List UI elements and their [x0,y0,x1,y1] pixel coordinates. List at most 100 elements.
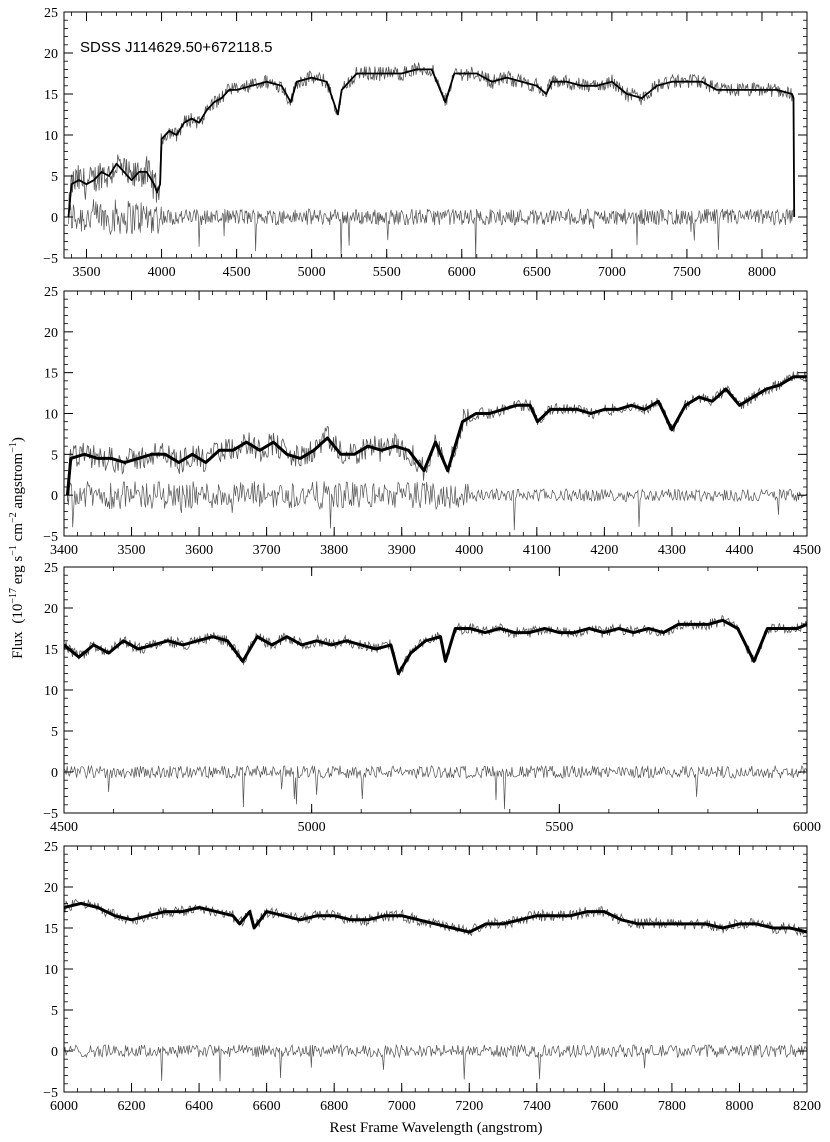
panel-frame [63,845,808,1093]
ylabel-exp2: −1 [8,545,19,556]
x-tick-label: 3400 [50,543,78,558]
ylabel-cm: cm [10,523,26,545]
y-tick-label: 10 [44,408,58,423]
model-fit-line [65,375,807,496]
y-axis-label: Flux (10−17 erg s−1 cm−2 angstrom−1) [8,437,26,659]
y-tick-label: 0 [51,489,58,504]
x-tick-label: 3700 [253,543,281,558]
x-tick-label: 7500 [673,265,701,280]
y-tick-label: 15 [44,88,58,103]
observed-spectrum-line [64,898,807,937]
x-tick-label: 7600 [590,1099,618,1114]
x-tick-label: 6600 [253,1099,281,1114]
x-tick-label: 3500 [73,265,101,280]
y-tick-label: 20 [44,47,58,62]
ylabel-exp4: −1 [8,442,19,453]
ylabel-exp3: −2 [8,512,19,523]
y-tick-label: 25 [44,840,58,855]
panel-1: 3500 4000 4500 5000 5500 6000 6500 7000 7500 8000… [43,6,808,280]
y-tick-label: 5 [51,448,58,463]
x-tick-label: 4000 [455,543,483,558]
x-tick-label: 6000 [793,820,821,835]
y-tick-label: 25 [44,285,58,300]
x-tick-label: 4500 [793,543,821,558]
y-tick-label: 0 [51,211,58,226]
x-tick-label: 4500 [50,820,78,835]
ylabel-erg: erg s [10,556,26,588]
y-tick-label: 0 [51,766,58,781]
model-fit-line [64,618,807,676]
x-tick-label: 6800 [320,1099,348,1114]
x-tick-label: 3800 [320,543,348,558]
residual-spectrum-line [67,481,807,531]
y-tick-label: −5 [43,252,58,267]
panel-2: 3400 3500 3600 3700 3800 3900 4000 4100 4200 4300… [43,285,821,558]
y-tick-label: 20 [44,326,58,341]
x-axis-label: Rest Frame Wavelength (angstrom) [329,1120,542,1136]
model-fit-line [67,68,796,218]
x-tick-label: 6000 [448,265,476,280]
y-tick-label: 0 [51,1045,58,1060]
y-tick-label: 10 [44,684,58,699]
y-tick-label: 10 [44,963,58,978]
x-tick-label: 8000 [748,265,776,280]
x-tick-label: 3900 [388,543,416,558]
y-tick-label: 15 [44,367,58,382]
x-tick-label: 6500 [523,265,551,280]
x-tick-label: 4300 [658,543,686,558]
x-tick-label: 4200 [590,543,618,558]
panel-4: 6000 6200 6400 6600 6800 7000 7200 7400 7600 7800… [43,840,821,1114]
y-tick-label: 5 [51,725,58,740]
residual-spectrum-line [64,1043,807,1082]
x-tick-label: 6200 [118,1099,146,1114]
x-tick-label: 5500 [373,265,401,280]
y-tick-label: 10 [44,129,58,144]
x-tick-label: 4400 [725,543,753,558]
x-tick-label: 4100 [523,543,551,558]
x-tick-label: 7800 [658,1099,686,1114]
ylabel-ang: angstrom [10,452,26,512]
y-tick-label: −5 [43,807,58,822]
x-tick-label: 7000 [388,1099,416,1114]
ylabel-prefix: Flux [10,631,26,659]
observed-spectrum-line [68,62,795,213]
observed-spectrum-line [67,371,807,502]
y-tick-label: 20 [44,602,58,617]
x-tick-label: 5000 [298,820,326,835]
plot-area [67,62,796,258]
residual-spectrum-line [68,199,795,258]
ylabel-exp1: −17 [8,588,19,604]
y-tick-label: 25 [44,561,58,576]
x-tick-label: 5000 [298,265,326,280]
x-tick-label: 3600 [185,543,213,558]
x-tick-label: 6000 [50,1099,78,1114]
plot-area [64,898,807,1082]
plot-area [64,614,807,810]
x-tick-label: 3500 [118,543,146,558]
y-tick-label: 15 [44,643,58,658]
ylabel-close: ) [10,437,26,442]
x-tick-label: 7000 [598,265,626,280]
x-tick-label: 4000 [148,265,176,280]
panel-3: 4500 5000 5500 6000 −5 0 5 10 15 20 25 [43,561,821,835]
x-tick-label: 7200 [455,1099,483,1114]
y-tick-label: 5 [51,1004,58,1019]
plot-area [65,371,807,531]
y-tick-label: −5 [43,530,58,545]
x-tick-label: 6400 [185,1099,213,1114]
chart-title: SDSS J114629.50+672118.5 [80,39,273,56]
x-tick-label: 7400 [523,1099,551,1114]
y-tick-label: 25 [44,6,58,21]
y-tick-label: 15 [44,922,58,937]
x-tick-label: 8000 [725,1099,753,1114]
y-tick-label: −5 [43,1086,58,1101]
residual-spectrum-line [64,764,807,810]
observed-spectrum-line [64,614,807,677]
y-tick-label: 5 [51,170,58,185]
x-tick-label: 8200 [793,1099,821,1114]
ylabel-paren: (10 [10,604,26,624]
x-tick-label: 5500 [545,820,573,835]
y-tick-label: 20 [44,881,58,896]
x-tick-label: 4500 [223,265,251,280]
